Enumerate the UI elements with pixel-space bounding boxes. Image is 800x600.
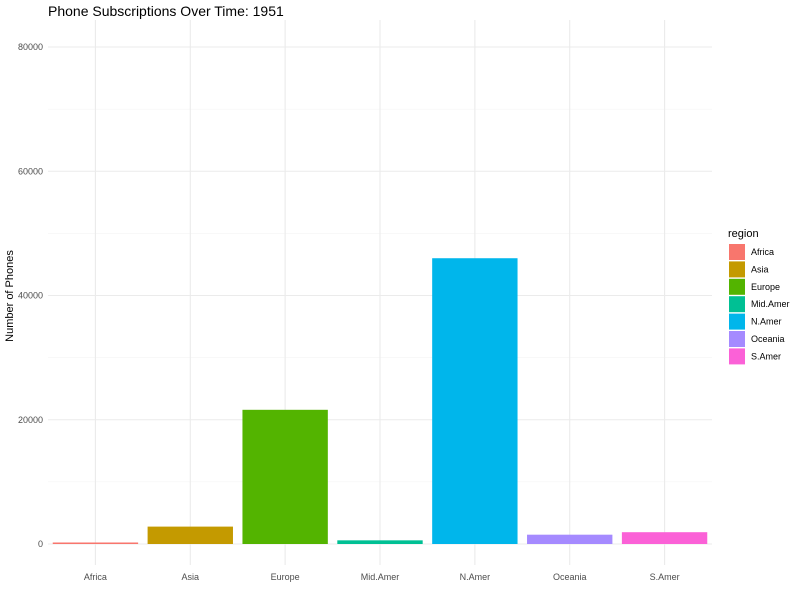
y-axis-label: Number of Phones: [4, 250, 16, 342]
chart-title: Phone Subscriptions Over Time: 1951: [48, 3, 284, 19]
legend-key-mid-amer: [729, 296, 745, 313]
bar-oceania: [527, 534, 613, 544]
bar-europe: [242, 409, 328, 544]
x-tick-label: Africa: [84, 572, 107, 582]
x-tick-label: S.Amer: [650, 572, 680, 582]
legend-label: Oceania: [751, 334, 785, 344]
legend-label: Mid.Amer: [751, 299, 790, 309]
x-tick-label: Mid.Amer: [361, 572, 400, 582]
y-tick-label: 20000: [18, 415, 43, 425]
y-tick-label: 60000: [18, 166, 43, 176]
grid-layer: [48, 20, 712, 565]
y-tick-label: 80000: [18, 42, 43, 52]
legend-title: region: [728, 228, 759, 240]
bar-s-amer: [621, 532, 708, 544]
bar-africa: [52, 542, 139, 544]
bar-n-amer: [432, 258, 518, 544]
bar-asia: [147, 526, 233, 544]
x-tick-label: Asia: [182, 572, 200, 582]
x-tick-label: Europe: [271, 572, 300, 582]
legend-key-asia: [729, 261, 745, 278]
legend-key-s-amer: [729, 348, 745, 365]
bars-layer: [52, 258, 708, 544]
x-tick-label: N.Amer: [460, 572, 491, 582]
legend-label: Africa: [751, 247, 774, 257]
legend-key-n-amer: [729, 313, 745, 330]
legend-label: S.Amer: [751, 351, 781, 361]
bar-mid-amer: [337, 540, 423, 544]
legend: region Africa Asia Europe Mid.Amer N.Amer Oce…: [728, 228, 790, 365]
legend-key-oceania: [729, 331, 745, 347]
y-tick-label: 0: [38, 539, 43, 549]
y-axis-ticks: 0 20000 40000 60000 80000: [18, 42, 43, 549]
legend-label: Europe: [751, 282, 780, 292]
legend-key-europe: [729, 278, 745, 295]
y-tick-label: 40000: [18, 291, 43, 301]
legend-items: Africa Asia Europe Mid.Amer N.Amer Oceania S.A…: [729, 244, 790, 365]
legend-key-africa: [729, 244, 745, 260]
x-tick-label: Oceania: [553, 572, 587, 582]
legend-label: Asia: [751, 264, 769, 274]
x-axis-ticks: Africa Asia Europe Mid.Amer N.Amer Oceania S.A…: [84, 572, 680, 582]
legend-label: N.Amer: [751, 317, 782, 327]
